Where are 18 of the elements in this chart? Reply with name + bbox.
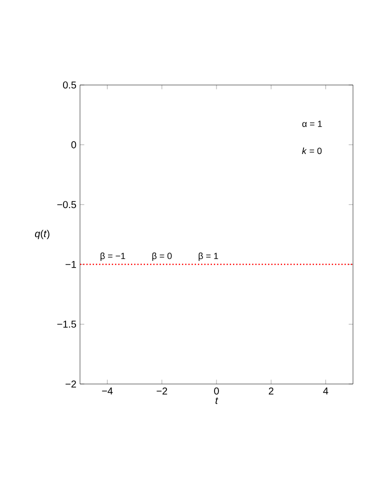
y-tick-label: 0.5	[63, 81, 76, 89]
y-tick-label: −1.5	[57, 320, 76, 328]
y-tick-label: 0	[71, 141, 76, 148]
annotation: k = 0	[302, 147, 322, 154]
annotation: α = 1	[302, 120, 322, 127]
annotation: β = −1	[100, 252, 126, 261]
x-tick-label: −4	[102, 388, 113, 394]
y-tick-label: −0.5	[57, 201, 76, 208]
annotation: β = 0	[152, 252, 172, 261]
x-tick-label: 2	[268, 388, 274, 394]
x-tick-label: 4	[323, 388, 328, 394]
x-tick-label: 0	[214, 388, 219, 395]
x-axis-title: t	[216, 397, 218, 404]
x-tick-label: −2	[156, 388, 168, 394]
y-tick-label: −2	[66, 380, 76, 388]
annotation: β = 1	[198, 252, 218, 261]
y-tick-label: −1	[66, 260, 76, 268]
y-axis-title: q(t)	[35, 230, 50, 240]
